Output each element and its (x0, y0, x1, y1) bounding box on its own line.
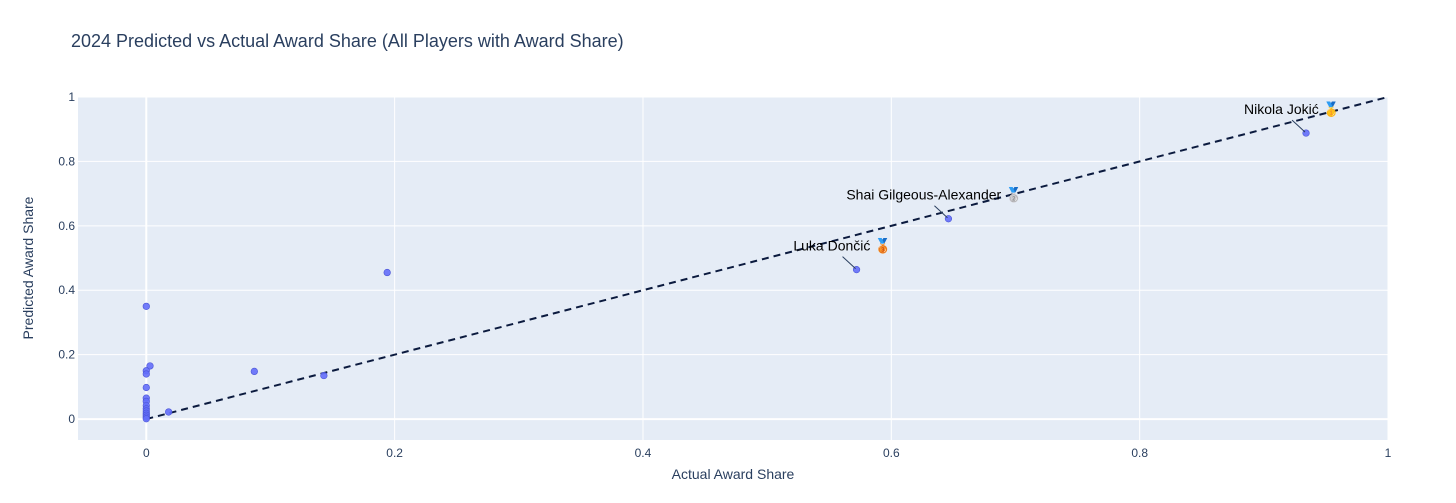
annotation-label: Nikola Jokić 🥇 (1244, 101, 1340, 118)
bronze-medal-icon: 🥉 (874, 238, 891, 255)
grid-lines (78, 96, 1389, 440)
annotation-text: Shai Gilgeous-Alexander (846, 187, 1005, 203)
x-axis-title: Actual Award Share (672, 466, 795, 482)
gold-medal-icon: 🥇 (1323, 101, 1340, 118)
x-tick-label: 0.4 (635, 446, 652, 460)
data-points (142, 129, 1310, 423)
chart-title: 2024 Predicted vs Actual Award Share (Al… (71, 31, 624, 51)
annotation-arrow (842, 256, 856, 269)
annotation-arrow (934, 205, 948, 219)
x-tick-label: 0.8 (1131, 446, 1148, 460)
annotation-label: Shai Gilgeous-Alexander 🥈 (846, 187, 1022, 204)
y-tick-label: 0.8 (58, 154, 75, 168)
data-point (165, 408, 173, 416)
annotations: Nikola Jokić 🥇 Shai Gilgeous-Alexander 🥈 L… (793, 101, 1340, 269)
data-point (142, 370, 150, 378)
y-tick-label: 1 (68, 90, 75, 104)
data-point (142, 415, 150, 423)
silver-medal-icon: 🥈 (1005, 187, 1022, 204)
data-point (146, 362, 154, 370)
x-tick-label: 0 (143, 446, 150, 460)
y-tick-label: 0.2 (58, 348, 75, 362)
y-axis-title: Predicted Award Share (20, 196, 36, 339)
y-tick-label: 0.6 (58, 219, 75, 233)
annotation-text: Luka Dončić (793, 238, 874, 254)
plot-area (78, 97, 1388, 440)
y-axis-ticks: 0 0.2 0.4 0.6 0.8 1 (58, 90, 75, 426)
x-tick-label: 1 (1385, 446, 1392, 460)
data-point (383, 268, 391, 277)
annotation-label: Luka Dončić 🥉 (793, 238, 891, 255)
annotation-text: Nikola Jokić (1244, 101, 1323, 117)
reference-line-group (146, 96, 1389, 421)
data-point (250, 367, 258, 376)
annotation-arrow (1291, 119, 1306, 133)
data-point (142, 383, 150, 392)
x-axis-ticks: 0 0.2 0.4 0.6 0.8 1 (143, 446, 1392, 460)
data-point (320, 371, 328, 380)
y-tick-label: 0.4 (58, 283, 75, 297)
data-point (142, 302, 150, 310)
x-tick-label: 0.6 (883, 446, 900, 460)
x-tick-label: 0.2 (386, 446, 403, 460)
y-tick-label: 0 (68, 412, 75, 426)
reference-line (146, 96, 1389, 421)
